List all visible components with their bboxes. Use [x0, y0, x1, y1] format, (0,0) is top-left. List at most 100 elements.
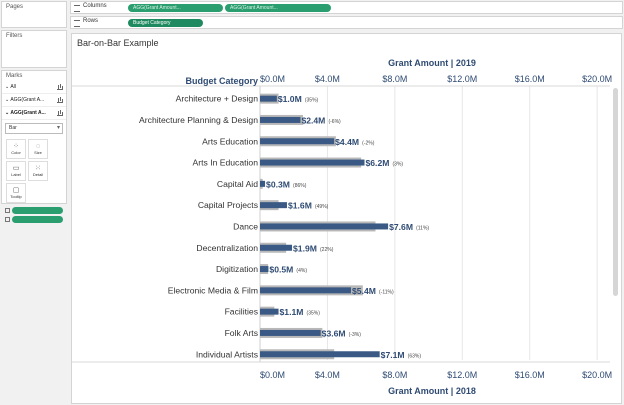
marks-tab-label: AGG(Grant A...: [10, 110, 46, 116]
top-tick-label: $20.0M: [582, 74, 612, 84]
label-label: Label: [11, 172, 21, 177]
size-label: Size: [34, 150, 42, 155]
category-label: Electronic Media & Film: [168, 285, 258, 295]
value-label: $1.9M: [293, 243, 317, 253]
mark-field-2[interactable]: [5, 216, 63, 223]
value-label: $4.4M: [335, 137, 359, 147]
category-label: Digitization: [216, 264, 258, 274]
mark-type-dropdown[interactable]: Bar: [5, 123, 63, 134]
columns-pill-2[interactable]: AGG(Grant Amount...: [225, 4, 331, 12]
top-tick-label: $4.0M: [315, 74, 340, 84]
columns-label: Columns: [83, 3, 107, 9]
category-label: Arts In Education: [193, 158, 259, 168]
marks-tab-all[interactable]: ⌄ All: [2, 81, 66, 94]
category-label: Capital Aid: [217, 179, 258, 189]
top-tick-label: $0.0M: [260, 74, 285, 84]
bar-2019: [260, 329, 321, 336]
bottom-tick-label: $16.0M: [515, 370, 545, 380]
rows-shelf[interactable]: Rows Budget Category: [70, 16, 623, 29]
pages-title: Pages: [6, 4, 24, 10]
pct-change-label: (-11%): [379, 289, 394, 295]
expand-icon: ⌄: [5, 110, 11, 116]
marks-tab-agg-1[interactable]: ⌄ AGG(Grant A...: [2, 94, 66, 107]
columns-pill-1[interactable]: AGG(Grant Amount...: [128, 4, 223, 12]
pct-change-label: (-6%): [328, 119, 341, 125]
pct-change-label: (35%): [307, 311, 321, 317]
bottom-tick-label: $0.0M: [260, 370, 285, 380]
tooltip-icon: ▢: [12, 187, 20, 194]
marks-tab-label: AGG(Grant A...: [10, 97, 45, 103]
pct-change-label: (-2%): [362, 140, 375, 146]
value-label: $7.1M: [381, 350, 405, 360]
value-label: $1.1M: [280, 307, 304, 317]
rows-pill[interactable]: Budget Category: [128, 19, 203, 27]
expand-icon: ⌄: [5, 84, 11, 90]
bar-2019: [260, 287, 352, 294]
marks-title: Marks: [6, 73, 23, 79]
bar-chart-icon: [57, 97, 63, 103]
mark-field-1[interactable]: [5, 207, 63, 214]
expand-icon: ⌄: [5, 97, 11, 103]
row-header: Budget Category: [185, 76, 258, 86]
bottom-tick-label: $20.0M: [582, 370, 612, 380]
bar-2019: [260, 266, 269, 273]
pct-change-label: (3%): [393, 162, 404, 168]
size-icon: ◌: [35, 143, 41, 150]
size-button[interactable]: ◌ Size: [28, 139, 48, 159]
value-label: $7.6M: [389, 222, 413, 232]
mark-type-value: Bar: [9, 125, 17, 131]
category-label: Decentralization: [196, 243, 258, 253]
value-label: $0.3M: [266, 179, 290, 189]
vertical-scrollbar[interactable]: [613, 88, 618, 296]
pct-change-label: (22%): [320, 247, 334, 253]
top-tick-label: $8.0M: [382, 74, 407, 84]
bar-2019: [260, 223, 389, 230]
bar-2019: [260, 308, 279, 315]
bottom-axis-title: Grant Amount | 2018: [388, 386, 476, 396]
bar-2019: [260, 138, 335, 145]
category-label: Folk Arts: [225, 328, 258, 338]
pct-change-label: (49%): [315, 204, 329, 210]
marks-card: Marks ⌄ All ⌄ AGG(Grant A... ⌄ AGG(Grant…: [1, 70, 67, 223]
columns-shelf[interactable]: Columns AGG(Grant Amount... AGG(Grant Am…: [70, 1, 623, 14]
value-label: $5.4M: [352, 286, 376, 296]
bar-chart-icon: [57, 110, 63, 116]
top-tick-label: $16.0M: [515, 74, 545, 84]
bar-chart-icon: [57, 84, 63, 90]
sheet-title: Bar-on-Bar Example: [77, 38, 159, 48]
color-button[interactable]: ⁘ Color: [6, 139, 26, 159]
value-label: $6.2M: [366, 158, 390, 168]
rows-icon: [74, 20, 80, 27]
filters-card[interactable]: Filters: [1, 30, 67, 68]
category-label: Individual Artists: [196, 349, 258, 359]
bottom-tick-label: $4.0M: [315, 370, 340, 380]
marks-tab-agg-2[interactable]: ⌄ AGG(Grant A...: [2, 107, 66, 120]
mark-field-pill[interactable]: [12, 207, 63, 214]
color-label: Color: [11, 150, 21, 155]
pages-card[interactable]: Pages: [1, 1, 67, 28]
bottom-tick-label: $8.0M: [382, 370, 407, 380]
value-label: $0.5M: [269, 265, 293, 275]
category-label: Dance: [233, 221, 258, 231]
pct-change-label: (63%): [408, 353, 422, 359]
detail-button[interactable]: ⁙ Detail: [28, 161, 48, 181]
worksheet-view: Bar-on-Bar Example Grant Amount | 2019 Gr…: [71, 33, 622, 404]
left-panel: Pages Filters Marks ⌄ All ⌄ AGG(Grant A.…: [0, 0, 68, 405]
label-icon: ▭: [12, 165, 20, 172]
label-field-icon: [5, 208, 10, 213]
marks-tab-label: All: [10, 84, 16, 90]
bar-chart: Grant Amount | 2019 Grant Amount | 2018 Bu…: [72, 58, 612, 396]
pct-change-label: (4%): [296, 268, 307, 274]
tooltip-button[interactable]: ▢ Tooltip: [6, 183, 26, 203]
value-label: $1.0M: [278, 94, 302, 104]
bar-2019: [260, 180, 266, 187]
bar-2019: [260, 95, 277, 102]
top-tick-label: $12.0M: [447, 74, 477, 84]
pct-change-label: (-3%): [349, 332, 362, 338]
bar-2019: [260, 351, 380, 358]
bar-2019: [260, 116, 301, 123]
rows-label: Rows: [83, 18, 99, 24]
mark-field-pill[interactable]: [12, 216, 63, 223]
label-button[interactable]: ▭ Label: [6, 161, 26, 181]
color-icon: ⁘: [13, 143, 19, 150]
